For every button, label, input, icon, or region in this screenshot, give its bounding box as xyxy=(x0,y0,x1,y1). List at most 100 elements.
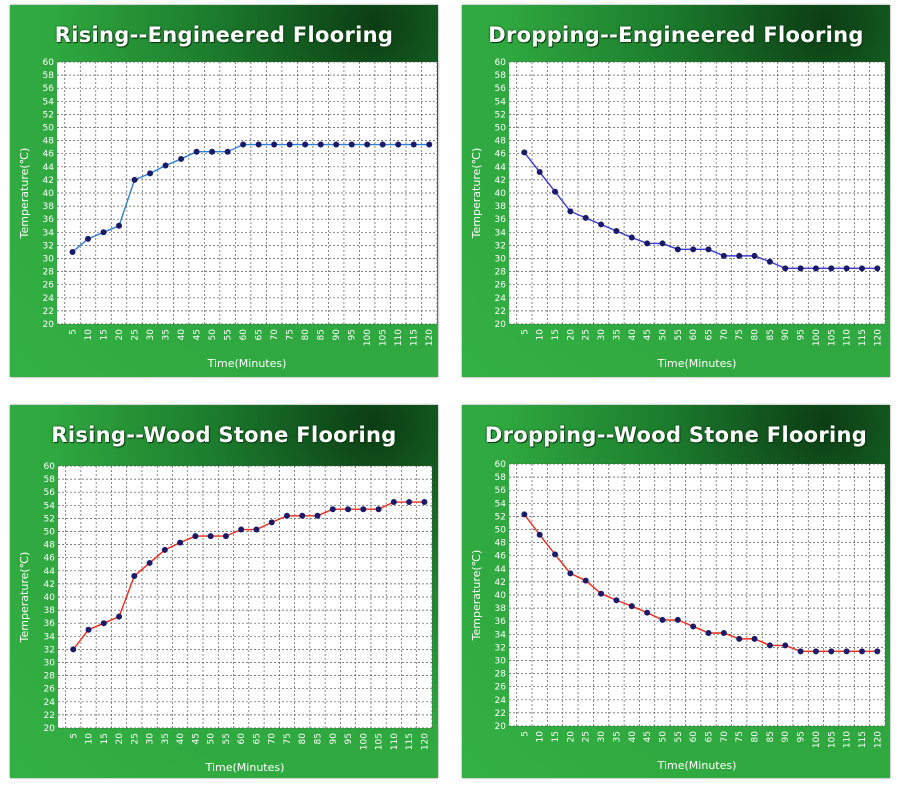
chart-title: Dropping--Wood Stone Flooring xyxy=(484,423,868,447)
data-point xyxy=(736,635,743,642)
y-tick-label: 36 xyxy=(43,215,55,225)
data-point xyxy=(348,141,355,148)
data-point xyxy=(613,227,620,234)
y-tick-label: 28 xyxy=(43,268,55,278)
y-tick-label: 40 xyxy=(495,189,507,199)
y-axis-label: Temperature(℃) xyxy=(18,552,31,644)
x-tick-label: 85 xyxy=(766,731,776,742)
y-tick-label: 26 xyxy=(44,685,56,695)
data-point xyxy=(421,499,428,506)
x-tick-label: 95 xyxy=(348,329,358,340)
x-tick-label: 5 xyxy=(520,329,530,335)
chart-panel-dropping-engineered: Dropping--Engineered Flooring 20 22 24 26 28… xyxy=(462,5,890,377)
x-tick-label: 40 xyxy=(628,329,638,341)
x-tick-label: 20 xyxy=(115,733,125,745)
chart-panel-rising-engineered: Rising--Engineered Flooring 20 22 24 26 28 30… xyxy=(10,5,438,377)
data-point xyxy=(314,512,321,519)
y-tick-label: 44 xyxy=(495,565,507,575)
x-tick-label: 110 xyxy=(390,733,400,750)
x-tick-label: 70 xyxy=(720,731,730,743)
y-tick-label: 28 xyxy=(495,268,507,278)
data-point xyxy=(858,648,865,655)
y-axis-label: Temperature(℃) xyxy=(18,148,31,240)
y-tick-label: 20 xyxy=(495,722,507,732)
data-point xyxy=(644,240,651,247)
y-tick-label: 48 xyxy=(43,137,55,147)
x-tick-label: 110 xyxy=(394,329,404,346)
x-tick-label: 75 xyxy=(283,733,293,744)
data-point xyxy=(720,629,727,636)
y-tick-label: 58 xyxy=(495,473,507,483)
grid xyxy=(57,61,438,325)
chart-title: Dropping--Engineered Flooring xyxy=(488,23,864,47)
y-tick-label: 30 xyxy=(495,657,507,667)
data-point xyxy=(782,265,789,272)
y-tick-label: 34 xyxy=(44,632,56,642)
y-tick-label: 24 xyxy=(495,696,507,706)
x-tick-label: 120 xyxy=(425,329,435,346)
y-tick-label: 54 xyxy=(495,499,507,509)
x-tick-label: 90 xyxy=(781,329,791,341)
data-point xyxy=(812,648,819,655)
chart-dropping-engineered: 2022242628303234363840424446485052545658… xyxy=(470,58,886,370)
data-point xyxy=(858,265,865,272)
data-point xyxy=(302,141,309,148)
y-tick-label: 60 xyxy=(44,462,56,472)
x-tick-label: 100 xyxy=(812,329,822,346)
data-point xyxy=(192,533,199,540)
x-tick-label: 10 xyxy=(536,329,546,341)
data-point xyxy=(317,141,324,148)
x-tick-label: 25 xyxy=(582,731,592,742)
data-point xyxy=(131,176,138,183)
y-tick-label: 46 xyxy=(44,554,56,564)
x-tick-label: 80 xyxy=(751,329,761,341)
y-tick-label: 38 xyxy=(495,604,507,614)
y-tick-label: 56 xyxy=(495,84,507,94)
data-point xyxy=(705,629,712,636)
y-axis-label: Temperature(℃) xyxy=(470,550,483,642)
y-tick-label: 34 xyxy=(43,228,55,238)
y-tick-label: 58 xyxy=(43,71,55,81)
y-tick-label: 22 xyxy=(495,307,506,317)
x-tick-label: 45 xyxy=(193,329,203,340)
data-point xyxy=(843,648,850,655)
data-point xyxy=(628,234,635,241)
y-tick-label: 20 xyxy=(44,724,56,734)
data-point xyxy=(751,252,758,259)
x-tick-label: 50 xyxy=(658,731,668,743)
y-tick-label: 52 xyxy=(495,512,506,522)
data-point xyxy=(345,506,352,513)
data-point xyxy=(406,499,413,506)
y-tick-label: 24 xyxy=(495,294,507,304)
x-tick-label: 110 xyxy=(843,731,853,748)
data-point xyxy=(766,258,773,265)
x-tick-label: 95 xyxy=(344,733,354,744)
x-tick-label: 100 xyxy=(363,329,373,346)
x-tick-label: 20 xyxy=(115,329,125,341)
y-tick-label: 38 xyxy=(44,606,56,616)
y-tick-label: 40 xyxy=(44,593,56,603)
data-point xyxy=(375,506,382,513)
y-tick-label: 32 xyxy=(495,241,506,251)
x-tick-label: 70 xyxy=(270,329,280,341)
y-tick-label: 56 xyxy=(43,84,55,94)
y-tick-label: 54 xyxy=(495,97,507,107)
data-point xyxy=(69,248,76,255)
data-point xyxy=(628,603,635,610)
data-point xyxy=(146,559,153,566)
x-tick-label: 100 xyxy=(812,731,822,748)
data-point xyxy=(613,597,620,604)
x-tick-label: 105 xyxy=(375,733,385,750)
y-tick-label: 36 xyxy=(44,619,56,629)
x-tick-label: 35 xyxy=(612,329,622,340)
data-point xyxy=(582,214,589,221)
x-tick-label: 85 xyxy=(317,329,327,340)
data-point xyxy=(659,616,666,623)
y-tick-label: 46 xyxy=(495,552,507,562)
data-point xyxy=(843,265,850,272)
x-tick-label: 10 xyxy=(84,329,94,341)
y-tick-label: 50 xyxy=(43,124,55,134)
x-tick-label: 105 xyxy=(827,329,837,346)
data-point xyxy=(812,265,819,272)
data-point xyxy=(797,648,804,655)
